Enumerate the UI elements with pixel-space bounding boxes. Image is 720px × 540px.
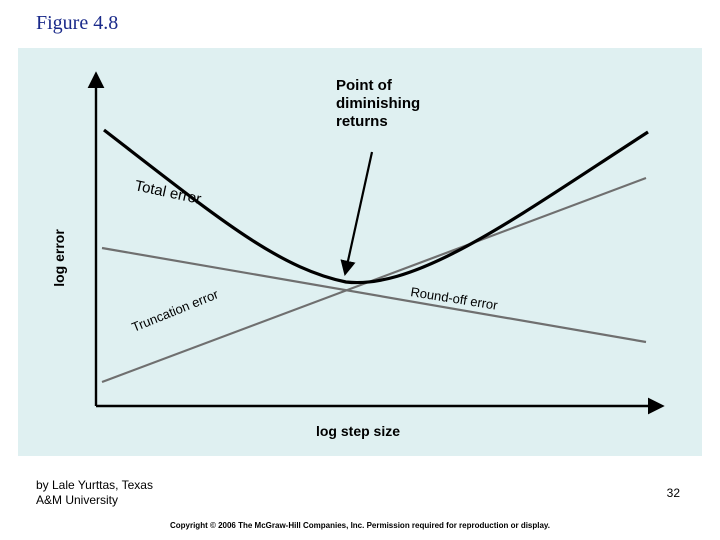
chart-container: log step size log error Total error Trun… xyxy=(18,48,702,456)
figure-title: Figure 4.8 xyxy=(36,12,118,35)
author-label: by Lale Yurttas, TexasA&M University xyxy=(36,478,153,508)
copyright-label: Copyright © 2006 The McGraw-Hill Compani… xyxy=(0,521,720,530)
x-axis-label: log step size xyxy=(316,423,400,439)
y-axis-label: log error xyxy=(51,229,67,287)
page-number: 32 xyxy=(667,486,680,500)
chart-svg: log step size log error Total error Trun… xyxy=(18,48,702,456)
